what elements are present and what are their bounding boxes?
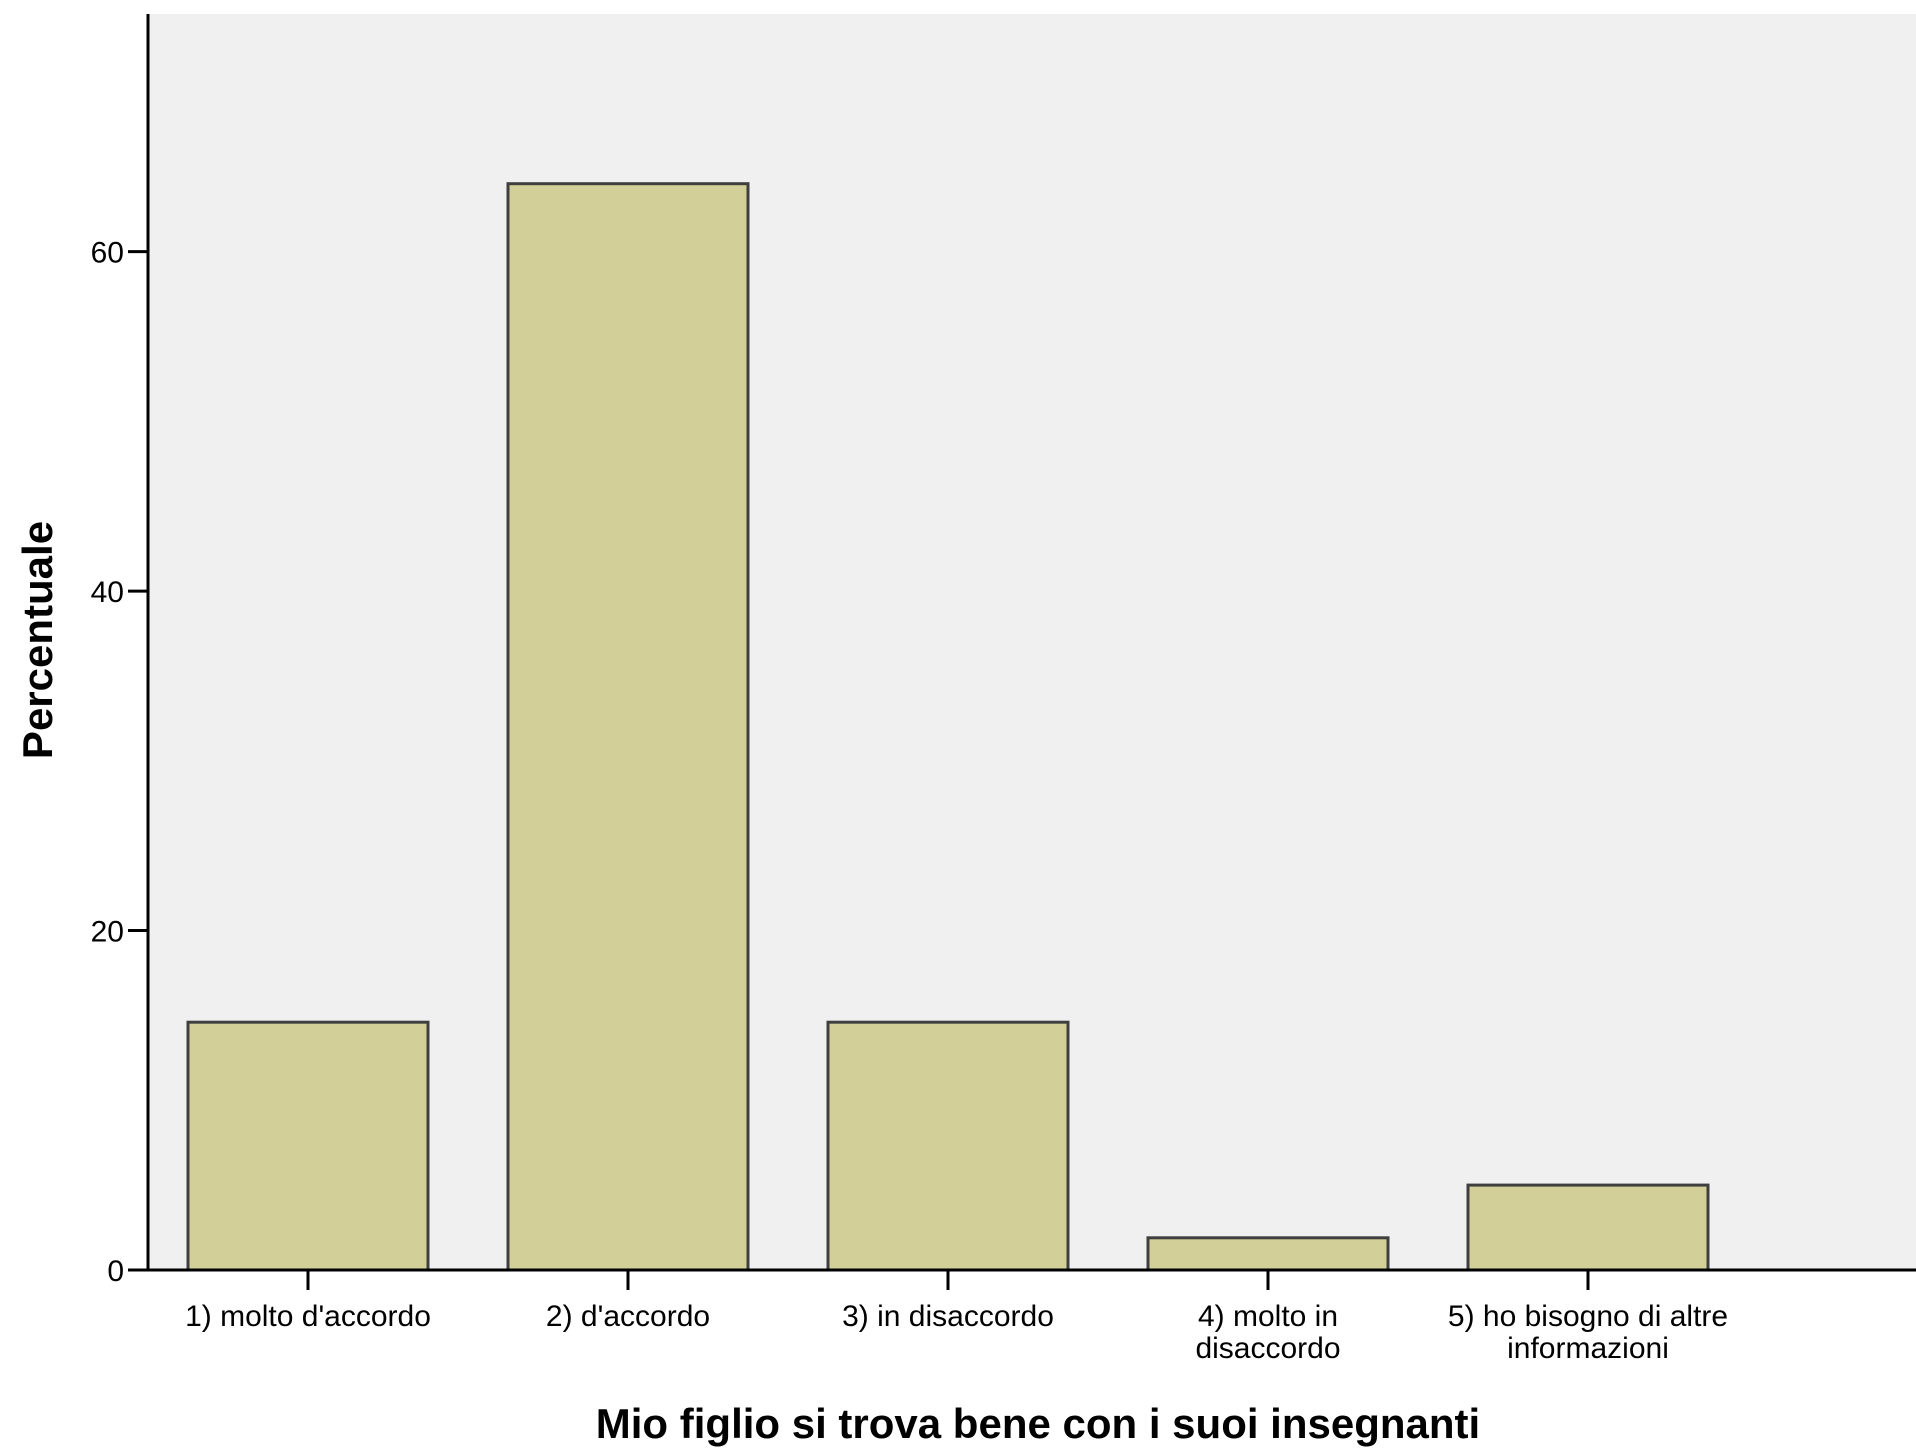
x-tick-label-1: 1) molto d'accordo [185,1300,431,1333]
y-axis-title: Percentuale [14,521,61,759]
bar-4 [1146,1236,1390,1272]
bar-3 [826,1020,1070,1272]
x-axis-title: Mio figlio si trova bene con i suoi inse… [596,1400,1480,1447]
x-tick-label-2: 2) d'accordo [546,1300,710,1333]
y-tick-label-40: 40 [91,576,124,609]
y-tick-label-0: 0 [107,1255,124,1288]
x-tick-label-5: 5) ho bisogno di altre informazioni [1448,1300,1728,1365]
x-ticks-group: 1) molto d'accordo 2) d'accordo 3) in disa… [185,1270,1728,1365]
bar-5 [1466,1183,1710,1272]
y-tick-label-60: 60 [91,237,124,270]
y-ticks-group: 0 20 40 60 [91,237,148,1288]
bars-group [186,182,1710,1272]
axes-group [128,14,1916,1272]
x-tick-label-4: 4) molto in disaccordo [1195,1300,1340,1365]
bar-1 [186,1020,430,1272]
bar-2 [506,182,750,1272]
y-tick-label-20: 20 [91,916,124,949]
x-tick-label-3: 3) in disaccordo [842,1300,1054,1333]
